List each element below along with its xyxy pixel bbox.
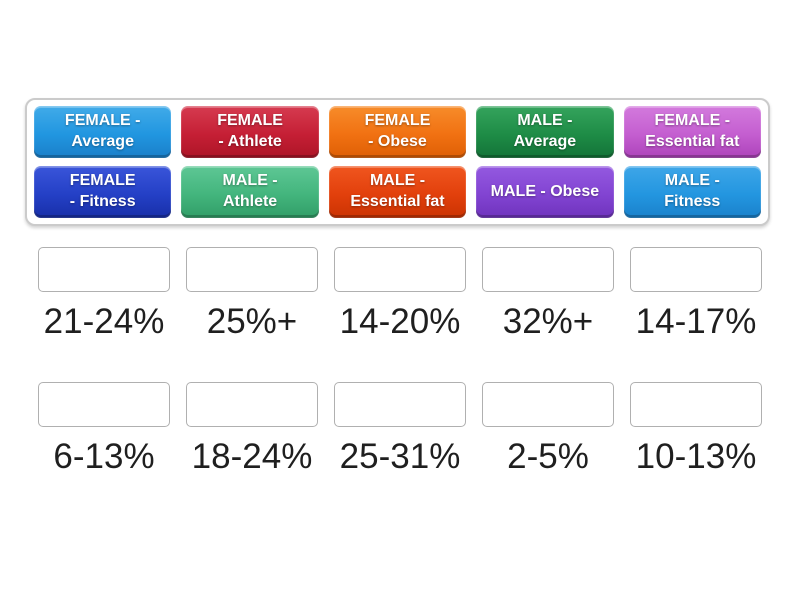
drop-slot[interactable] [38, 247, 170, 292]
tile-label: FEMALE - Obese [364, 112, 431, 150]
answer-25-31: 25-31% [326, 382, 474, 477]
answer-label: 25-31% [339, 437, 461, 476]
answers-row-1: 21-24% 25%+ 14-20% 32%+ 14-17% [30, 247, 770, 342]
drop-slot[interactable] [334, 247, 466, 292]
answer-label: 25%+ [206, 302, 298, 341]
tile-label: MALE - Average [513, 112, 577, 150]
answer-label: 32%+ [502, 302, 594, 341]
tile-female-essential-fat[interactable]: FEMALE - Essential fat [623, 106, 761, 158]
answer-21-24: 21-24% [30, 247, 178, 342]
tile-female-athlete[interactable]: FEMALE - Athlete [181, 106, 319, 158]
tile-label: FEMALE - Fitness [69, 172, 136, 210]
drop-slot[interactable] [38, 382, 170, 427]
answer-18-24: 18-24% [178, 382, 326, 477]
answer-label: 14-17% [635, 302, 757, 341]
tile-label: FEMALE - Essential fat [645, 112, 740, 150]
answer-6-13: 6-13% [30, 382, 178, 477]
drop-slot[interactable] [630, 382, 762, 427]
drop-slot[interactable] [186, 247, 318, 292]
drop-slot[interactable] [630, 247, 762, 292]
answer-14-17: 14-17% [622, 247, 770, 342]
tile-label: FEMALE - Athlete [217, 112, 283, 150]
answer-32-plus: 32%+ [474, 247, 622, 342]
tile-male-essential-fat[interactable]: MALE - Essential fat [328, 166, 467, 218]
answer-label: 6-13% [53, 437, 155, 476]
tile-male-fitness[interactable]: MALE - Fitness [623, 166, 761, 218]
answer-label: 10-13% [635, 437, 757, 476]
tile-female-obese[interactable]: FEMALE - Obese [328, 106, 467, 158]
answer-label: 21-24% [43, 302, 165, 341]
drop-slot[interactable] [482, 382, 614, 427]
tile-label: MALE - Fitness [664, 172, 721, 210]
tile-female-fitness[interactable]: FEMALE - Fitness [34, 166, 172, 218]
drop-slot[interactable] [482, 247, 614, 292]
tile-female-average[interactable]: FEMALE - Average [34, 106, 172, 158]
answer-25-plus: 25%+ [178, 247, 326, 342]
answer-14-20: 14-20% [326, 247, 474, 342]
tile-bank: FEMALE - Average FEMALE - Athlete FEMALE… [25, 98, 770, 226]
tile-male-athlete[interactable]: MALE - Athlete [181, 166, 319, 218]
answer-2-5: 2-5% [474, 382, 622, 477]
tile-label: MALE - Obese [490, 182, 600, 200]
tile-male-obese[interactable]: MALE - Obese [476, 166, 614, 218]
tile-male-average[interactable]: MALE - Average [476, 106, 614, 158]
tile-label: FEMALE - Average [64, 112, 141, 150]
tile-label: MALE - Essential fat [350, 172, 445, 210]
answer-label: 14-20% [339, 302, 461, 341]
answer-label: 18-24% [191, 437, 313, 476]
drop-slot[interactable] [186, 382, 318, 427]
drop-slot[interactable] [334, 382, 466, 427]
answer-10-13: 10-13% [622, 382, 770, 477]
answer-label: 2-5% [507, 437, 589, 476]
tile-label: MALE - Athlete [222, 172, 278, 210]
answers-row-2: 6-13% 18-24% 25-31% 2-5% 10-13% [30, 382, 770, 477]
